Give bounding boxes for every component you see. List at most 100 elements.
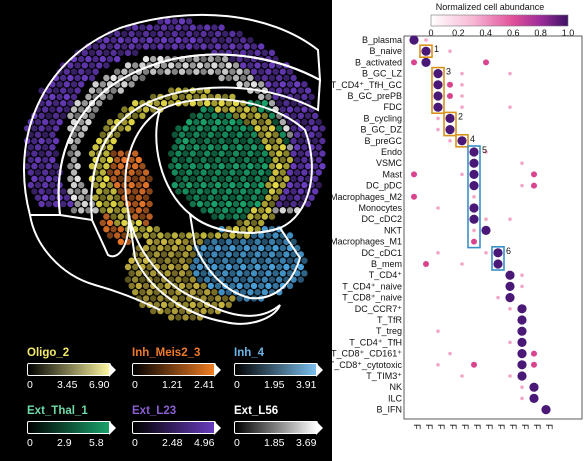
expression-spot xyxy=(232,251,240,258)
expression-spot xyxy=(60,112,67,120)
expression-spot xyxy=(153,251,160,258)
expression-spot xyxy=(34,181,42,189)
expression-spot xyxy=(236,257,243,264)
expression-spot xyxy=(114,181,121,189)
expression-spot xyxy=(304,175,312,182)
row-label: T_CD4⁺_TfH_GC xyxy=(332,80,402,90)
expression-spot xyxy=(150,307,157,315)
expression-spot xyxy=(139,200,146,208)
expression-spot xyxy=(265,244,272,252)
expression-spot xyxy=(243,169,250,176)
expression-spot xyxy=(232,163,240,170)
expression-spot xyxy=(218,125,225,132)
expression-spot xyxy=(189,62,196,69)
abundance-dot-low xyxy=(472,228,476,233)
abundance-dot-high xyxy=(517,315,527,325)
expression-spot xyxy=(38,200,45,208)
expression-spot xyxy=(103,188,110,195)
expression-spot xyxy=(200,181,207,189)
expression-spot xyxy=(211,100,218,107)
expression-spot xyxy=(258,144,265,151)
expression-spot xyxy=(240,289,247,296)
expression-spot xyxy=(27,169,34,176)
expression-spot xyxy=(110,150,117,157)
expression-spot xyxy=(196,301,204,308)
expression-spot xyxy=(236,244,243,252)
abundance-dot-mid xyxy=(471,361,477,368)
expression-spot xyxy=(211,289,218,296)
expression-spot xyxy=(103,62,110,69)
expression-spot xyxy=(52,100,60,107)
expression-spot xyxy=(142,219,150,227)
expression-spot xyxy=(276,263,283,271)
expression-spot xyxy=(236,81,243,88)
expression-spot xyxy=(261,213,268,220)
expression-spot xyxy=(92,106,99,113)
expression-spot xyxy=(232,74,240,82)
expression-spot xyxy=(103,37,110,44)
expression-spot xyxy=(207,207,214,214)
expression-spot xyxy=(272,55,279,63)
expression-spot xyxy=(214,257,222,264)
expression-spot xyxy=(247,163,254,170)
expression-spot xyxy=(243,144,250,151)
expression-spot xyxy=(128,194,135,201)
expression-spot xyxy=(110,200,117,208)
expression-spot xyxy=(286,232,294,239)
expression-spot xyxy=(272,181,279,189)
expression-spot xyxy=(88,87,96,94)
expression-spot xyxy=(34,194,42,201)
abundance-dot-low xyxy=(484,217,488,221)
expression-spot xyxy=(211,213,218,220)
expression-spot xyxy=(229,244,236,252)
expression-spot xyxy=(207,244,214,252)
expression-spot xyxy=(106,232,114,239)
expression-spot xyxy=(117,163,125,170)
expression-spot xyxy=(189,200,196,208)
expression-spot xyxy=(312,150,319,157)
expression-spot xyxy=(268,213,276,220)
expression-spot xyxy=(272,207,279,214)
expression-spot xyxy=(42,131,49,138)
expression-spot xyxy=(31,125,38,132)
expression-spot xyxy=(286,282,294,290)
abundance-dot-low xyxy=(472,195,476,199)
expression-spot xyxy=(247,263,254,271)
expression-spot xyxy=(99,55,107,63)
expression-spot xyxy=(178,295,186,302)
expression-spot xyxy=(232,137,240,145)
expression-spot xyxy=(243,194,250,201)
expression-spot xyxy=(232,226,240,233)
expression-spot xyxy=(67,175,74,182)
expression-spot xyxy=(301,106,308,113)
expression-spot xyxy=(272,144,279,151)
expression-spot xyxy=(70,81,78,88)
expression-spot xyxy=(117,200,125,208)
expression-spot xyxy=(135,156,142,164)
expression-spot xyxy=(189,125,196,132)
row-label: DC_CCR7⁺ xyxy=(355,304,403,314)
expression-spot xyxy=(103,49,110,56)
expression-spot xyxy=(193,169,200,176)
expression-spot xyxy=(114,55,121,63)
expression-spot xyxy=(96,62,103,69)
row-label: B_GC_DZ xyxy=(360,125,402,135)
legend-tick: 6.90 xyxy=(89,379,110,391)
expression-spot xyxy=(67,74,74,82)
expression-spot xyxy=(261,137,268,145)
expression-spot xyxy=(254,251,261,258)
expression-spot xyxy=(103,213,110,220)
expression-spot xyxy=(160,100,168,107)
expression-spot xyxy=(254,62,261,69)
expression-spot xyxy=(78,81,85,88)
expression-spot xyxy=(272,68,279,75)
expression-spot xyxy=(196,62,204,69)
expression-spot xyxy=(214,118,222,126)
expression-spot xyxy=(261,251,268,258)
expression-spot xyxy=(99,169,107,176)
expression-spot xyxy=(193,181,200,189)
row-label: ILC xyxy=(388,393,403,403)
expression-spot xyxy=(99,156,107,164)
expression-spot xyxy=(34,118,42,126)
expression-spot xyxy=(164,18,171,25)
